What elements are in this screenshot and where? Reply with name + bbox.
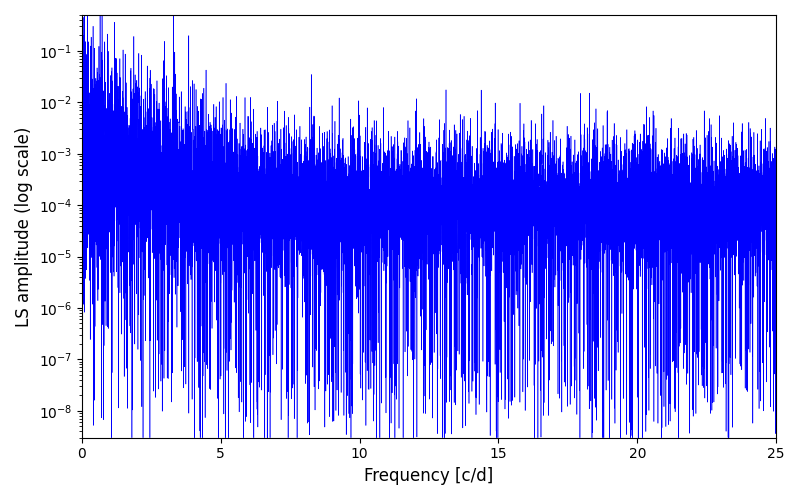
X-axis label: Frequency [c/d]: Frequency [c/d] bbox=[364, 467, 494, 485]
Y-axis label: LS amplitude (log scale): LS amplitude (log scale) bbox=[15, 126, 33, 326]
